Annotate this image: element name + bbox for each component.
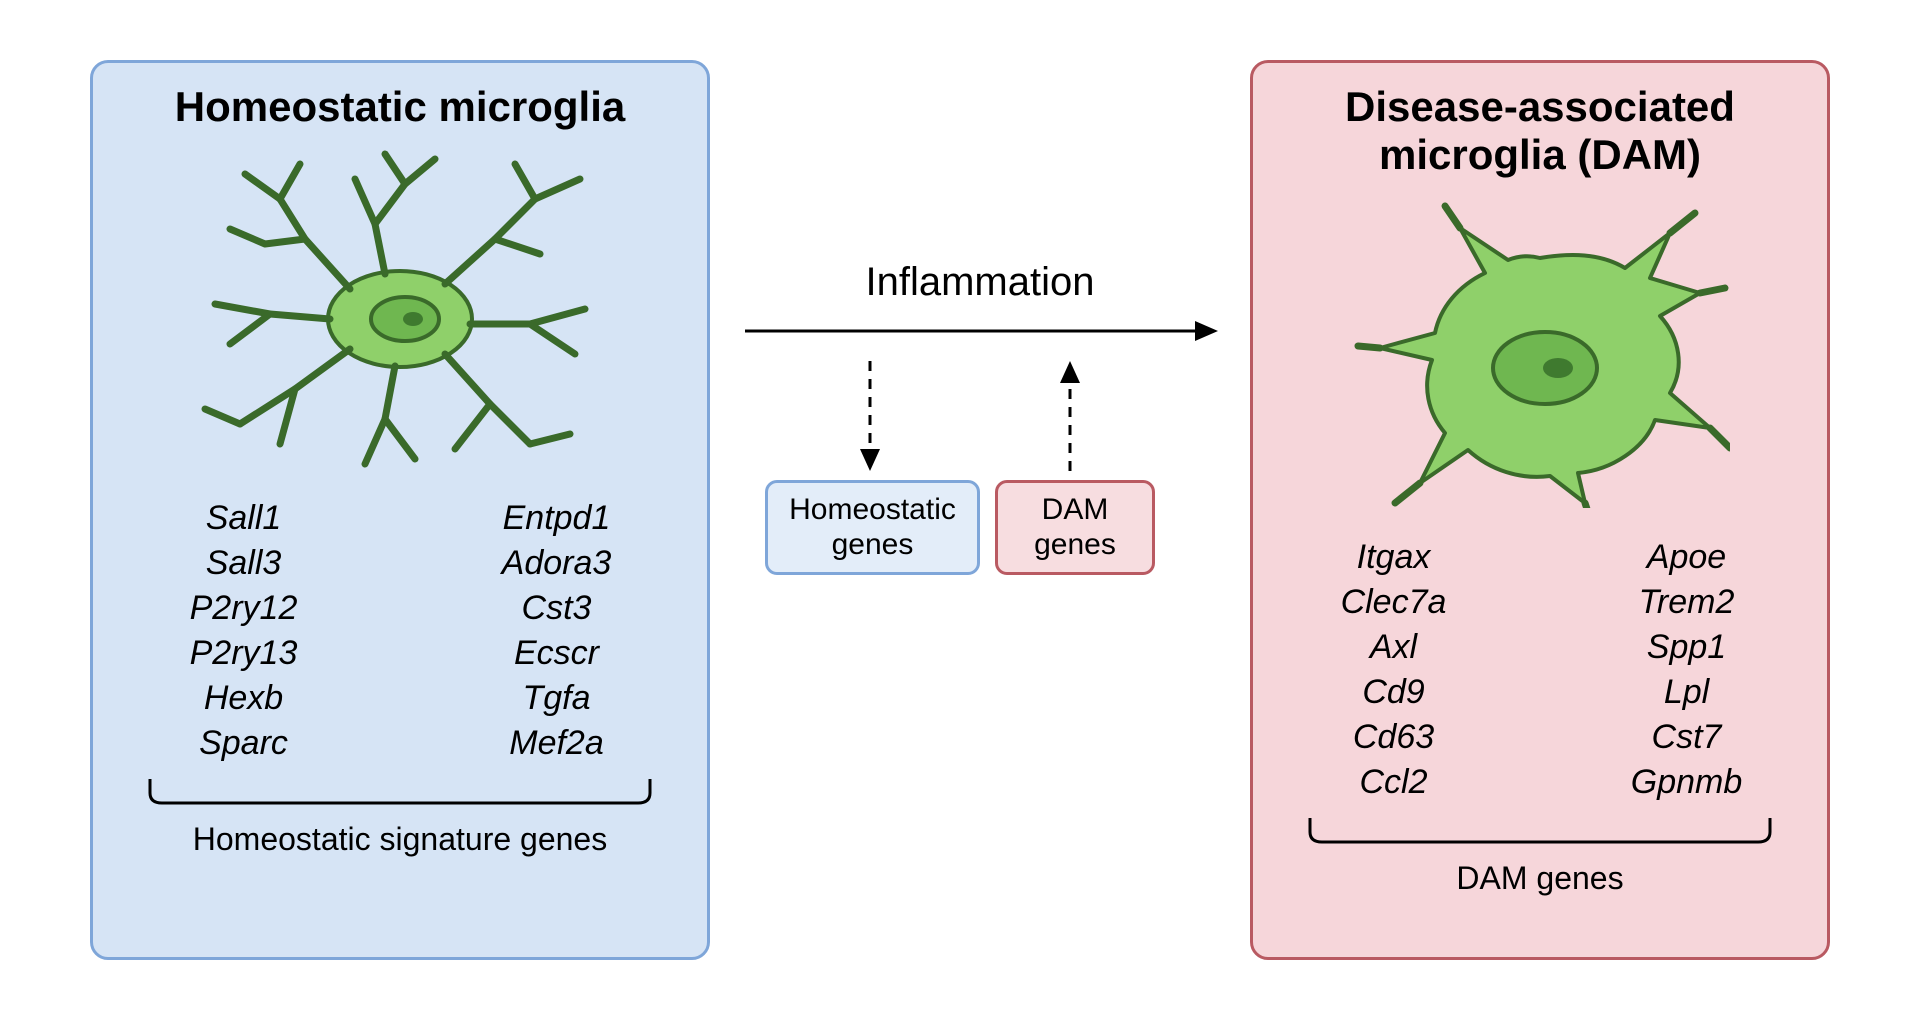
gene-label: Sall3 <box>206 544 282 583</box>
down-arrow-icon <box>850 356 890 476</box>
inflammation-label: Inflammation <box>740 260 1220 305</box>
gene-label: Apoe <box>1647 538 1726 577</box>
gene-label: Cst7 <box>1652 718 1722 757</box>
gene-label: Adora3 <box>502 544 612 583</box>
homeostatic-bracket-label: Homeostatic signature genes <box>117 821 683 858</box>
gene-label: Axl <box>1370 628 1417 667</box>
gene-label: P2ry13 <box>190 634 298 673</box>
gene-label: Hexb <box>204 679 283 718</box>
up-arrow-icon <box>1050 356 1090 476</box>
dam-panel: Disease-associated microglia (DAM) <box>1250 60 1830 960</box>
gene-label: Cd9 <box>1362 673 1424 712</box>
dam-genes: Itgax Apoe Clec7a Trem2 Axl Spp1 Cd9 Lpl… <box>1277 538 1803 802</box>
homeostatic-title: Homeostatic microglia <box>117 83 683 131</box>
dam-bracket: DAM genes <box>1277 816 1803 897</box>
homeostatic-genes: Sall1 Entpd1 Sall3 Adora3 P2ry12 Cst3 P2… <box>117 499 683 763</box>
gene-label: Cd63 <box>1353 718 1434 757</box>
gene-label: Entpd1 <box>503 499 611 538</box>
gene-label: Itgax <box>1357 538 1431 577</box>
gene-label: Gpnmb <box>1631 763 1743 802</box>
gene-label: Cst3 <box>522 589 592 628</box>
dam-title: Disease-associated microglia (DAM) <box>1277 83 1803 180</box>
gene-label: Ecscr <box>514 634 599 673</box>
gene-label: Sall1 <box>206 499 282 538</box>
gene-label: Tgfa <box>522 679 590 718</box>
dam-genes-box: DAM genes <box>995 480 1155 575</box>
bracket-icon <box>140 777 660 813</box>
gene-label: Ccl2 <box>1359 763 1427 802</box>
inflammation-arrow-icon <box>740 311 1220 351</box>
gene-label: Spp1 <box>1647 628 1726 667</box>
bracket-icon <box>1300 816 1780 852</box>
homeostatic-panel: Homeostatic microglia <box>90 60 710 960</box>
ramified-microglia-icon <box>185 144 615 474</box>
dam-cell-wrap <box>1277 188 1803 518</box>
gene-label: Lpl <box>1664 673 1709 712</box>
homeostatic-bracket: Homeostatic signature genes <box>117 777 683 858</box>
homeostatic-cell-wrap <box>117 139 683 479</box>
diagram-canvas: Homeostatic microglia <box>0 0 1920 1034</box>
dam-bracket-label: DAM genes <box>1277 860 1803 897</box>
gene-label: Clec7a <box>1341 583 1447 622</box>
homeostatic-genes-box: Homeostatic genes <box>765 480 980 575</box>
gene-label: Sparc <box>199 724 288 763</box>
gene-label: Mef2a <box>509 724 604 763</box>
amoeboid-microglia-icon <box>1350 198 1730 508</box>
center-area: Inflammation Homeostatic genes DAM genes <box>740 260 1220 680</box>
gene-label: P2ry12 <box>190 589 298 628</box>
gene-label: Trem2 <box>1639 583 1735 622</box>
